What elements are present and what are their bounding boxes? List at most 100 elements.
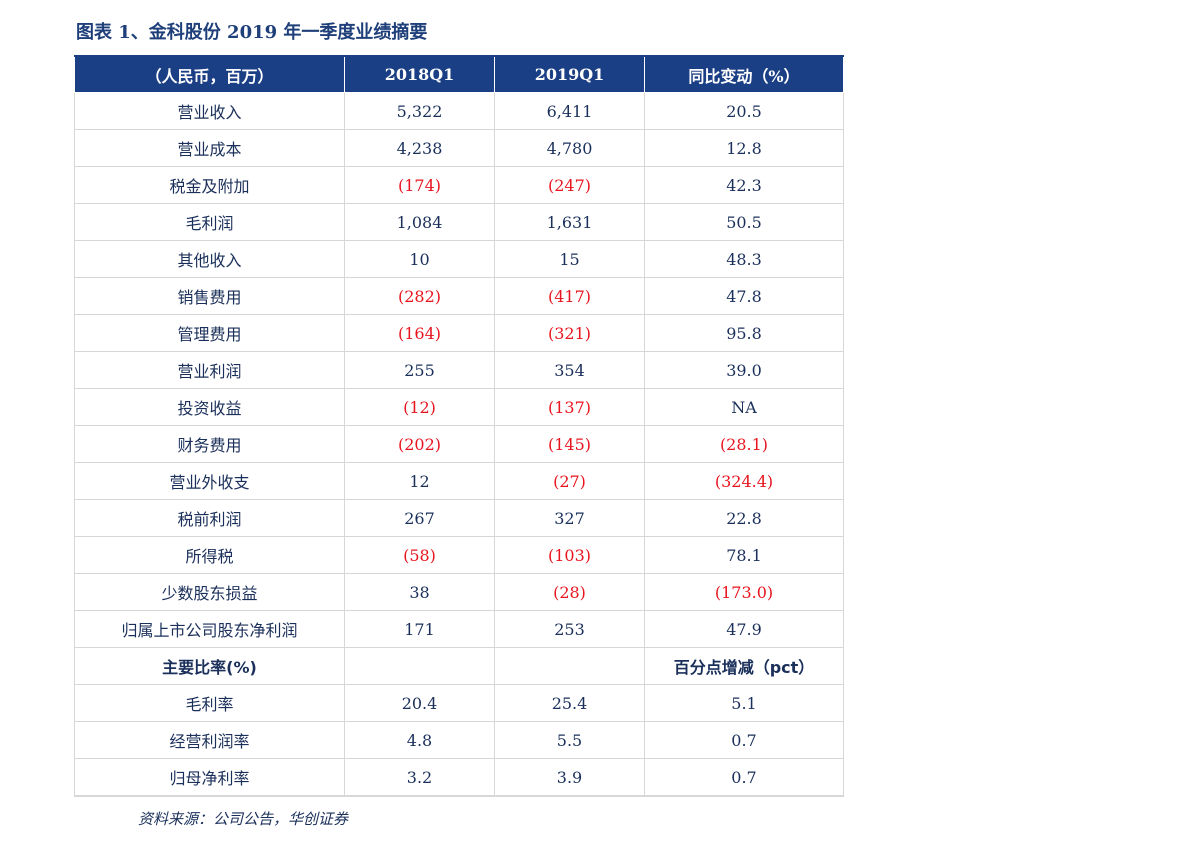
row-label: 财务费用 — [74, 425, 345, 463]
row-label: 营业收入 — [74, 92, 345, 130]
table-cell: 百分点增减（pct） — [644, 647, 844, 685]
table-cell: (164) — [344, 314, 495, 352]
table-cell: (137) — [494, 388, 645, 426]
row-label: 税前利润 — [74, 499, 345, 537]
table-row: 财务费用 (202) (145) (28.1) — [74, 425, 844, 463]
table-cell: 78.1 — [644, 536, 844, 574]
table-cell: 4,238 — [344, 129, 495, 167]
table-row: 归母净利率 3.2 3.9 0.7 — [74, 758, 844, 797]
earnings-summary-table: （人民币，百万） 2018Q1 2019Q1 同比变动（%） 营业收入 5,322… — [74, 55, 844, 797]
table-row: 经营利润率 4.8 5.5 0.7 — [74, 721, 844, 759]
table-row: 归属上市公司股东净利润 171 253 47.9 — [74, 610, 844, 648]
table-cell: (27) — [494, 462, 645, 500]
table-cell — [344, 647, 495, 685]
table-cell: 6,411 — [494, 92, 645, 130]
table-cell: 20.4 — [344, 684, 495, 722]
row-label: 其他收入 — [74, 240, 345, 278]
source-note: 资料来源：公司公告，华创证券 — [138, 810, 349, 828]
table-cell: 1,631 — [494, 203, 645, 241]
table-row: 其他收入 10 15 48.3 — [74, 240, 844, 278]
table-cell: 255 — [344, 351, 495, 389]
table-cell: 25.4 — [494, 684, 645, 722]
table-cell: 50.5 — [644, 203, 844, 241]
table-header-row: （人民币，百万） 2018Q1 2019Q1 同比变动（%） — [74, 55, 844, 93]
table-row: 少数股东损益 38 (28) (173.0) — [74, 573, 844, 611]
table-cell: NA — [644, 388, 844, 426]
figure-title: 图表 1、金科股份 2019 年一季度业绩摘要 — [76, 22, 428, 43]
table-cell: (12) — [344, 388, 495, 426]
table-cell: 39.0 — [644, 351, 844, 389]
table-cell: 5.5 — [494, 721, 645, 759]
row-label: 销售费用 — [74, 277, 345, 315]
row-label: 营业利润 — [74, 351, 345, 389]
table-cell: 22.8 — [644, 499, 844, 537]
table-row: 毛利润 1,084 1,631 50.5 — [74, 203, 844, 241]
row-label: 税金及附加 — [74, 166, 345, 204]
table-row: 税金及附加 (174) (247) 42.3 — [74, 166, 844, 204]
table-cell: 0.7 — [644, 721, 844, 759]
table-cell: (28.1) — [644, 425, 844, 463]
table-cell: (173.0) — [644, 573, 844, 611]
table-row: 所得税 (58) (103) 78.1 — [74, 536, 844, 574]
table-row: 管理费用 (164) (321) 95.8 — [74, 314, 844, 352]
table-cell: 171 — [344, 610, 495, 648]
table-cell: 253 — [494, 610, 645, 648]
table-row: 营业收入 5,322 6,411 20.5 — [74, 92, 844, 130]
header-cell-2018q1: 2018Q1 — [344, 55, 495, 93]
table-row: 投资收益 (12) (137) NA — [74, 388, 844, 426]
table-cell: 267 — [344, 499, 495, 537]
header-cell-unit: （人民币，百万） — [74, 55, 345, 93]
table-row: 营业外收支 12 (27) (324.4) — [74, 462, 844, 500]
row-label: 归母净利率 — [74, 758, 345, 797]
table-row: 销售费用 (282) (417) 47.8 — [74, 277, 844, 315]
table-row: 税前利润 267 327 22.8 — [74, 499, 844, 537]
table-cell: (174) — [344, 166, 495, 204]
row-label: 投资收益 — [74, 388, 345, 426]
row-label: 管理费用 — [74, 314, 345, 352]
row-label: 归属上市公司股东净利润 — [74, 610, 345, 648]
row-label: 营业成本 — [74, 129, 345, 167]
table-cell: 47.8 — [644, 277, 844, 315]
row-label: 所得税 — [74, 536, 345, 574]
table-cell: (321) — [494, 314, 645, 352]
table-cell: 354 — [494, 351, 645, 389]
row-label: 毛利润 — [74, 203, 345, 241]
table-cell: 12 — [344, 462, 495, 500]
table-cell: 15 — [494, 240, 645, 278]
table-cell: 48.3 — [644, 240, 844, 278]
table-cell: 0.7 — [644, 758, 844, 797]
table-cell: (103) — [494, 536, 645, 574]
row-label: 少数股东损益 — [74, 573, 345, 611]
row-label: 主要比率(%) — [74, 647, 345, 685]
header-cell-yoy-change: 同比变动（%） — [644, 55, 844, 93]
table-cell: 42.3 — [644, 166, 844, 204]
table-cell: (145) — [494, 425, 645, 463]
table-cell: (282) — [344, 277, 495, 315]
table-cell — [494, 647, 645, 685]
table-row: 营业利润 255 354 39.0 — [74, 351, 844, 389]
table-row: 毛利率 20.4 25.4 5.1 — [74, 684, 844, 722]
table-cell: 4,780 — [494, 129, 645, 167]
row-label: 经营利润率 — [74, 721, 345, 759]
table-row: 营业成本 4,238 4,780 12.8 — [74, 129, 844, 167]
table-cell: 5.1 — [644, 684, 844, 722]
row-label: 营业外收支 — [74, 462, 345, 500]
table-cell: (247) — [494, 166, 645, 204]
table-cell: 38 — [344, 573, 495, 611]
table-cell: 12.8 — [644, 129, 844, 167]
header-cell-2019q1: 2019Q1 — [494, 55, 645, 93]
row-label: 毛利率 — [74, 684, 345, 722]
table-cell: 10 — [344, 240, 495, 278]
table-cell: (202) — [344, 425, 495, 463]
table-cell: 1,084 — [344, 203, 495, 241]
table-cell: 3.9 — [494, 758, 645, 797]
table-cell: (58) — [344, 536, 495, 574]
table-cell: (324.4) — [644, 462, 844, 500]
table-cell: 95.8 — [644, 314, 844, 352]
table-cell: 3.2 — [344, 758, 495, 797]
table-cell: 4.8 — [344, 721, 495, 759]
table-cell: (28) — [494, 573, 645, 611]
table-cell: 20.5 — [644, 92, 844, 130]
table-body: 营业收入 5,322 6,411 20.5 营业成本 4,238 4,780 12.8 税金及附… — [74, 92, 844, 797]
table-cell: (417) — [494, 277, 645, 315]
